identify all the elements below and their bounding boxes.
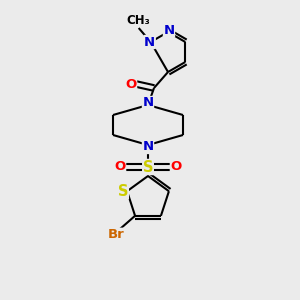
Text: N: N [142,97,154,110]
Text: Br: Br [108,228,124,241]
Text: N: N [164,23,175,37]
Text: S: S [118,184,128,199]
Text: CH₃: CH₃ [127,14,151,26]
Text: O: O [170,160,182,173]
Text: O: O [114,160,126,173]
Text: N: N [144,35,155,49]
Text: N: N [142,140,154,154]
Text: O: O [125,77,136,91]
Text: S: S [143,160,153,175]
